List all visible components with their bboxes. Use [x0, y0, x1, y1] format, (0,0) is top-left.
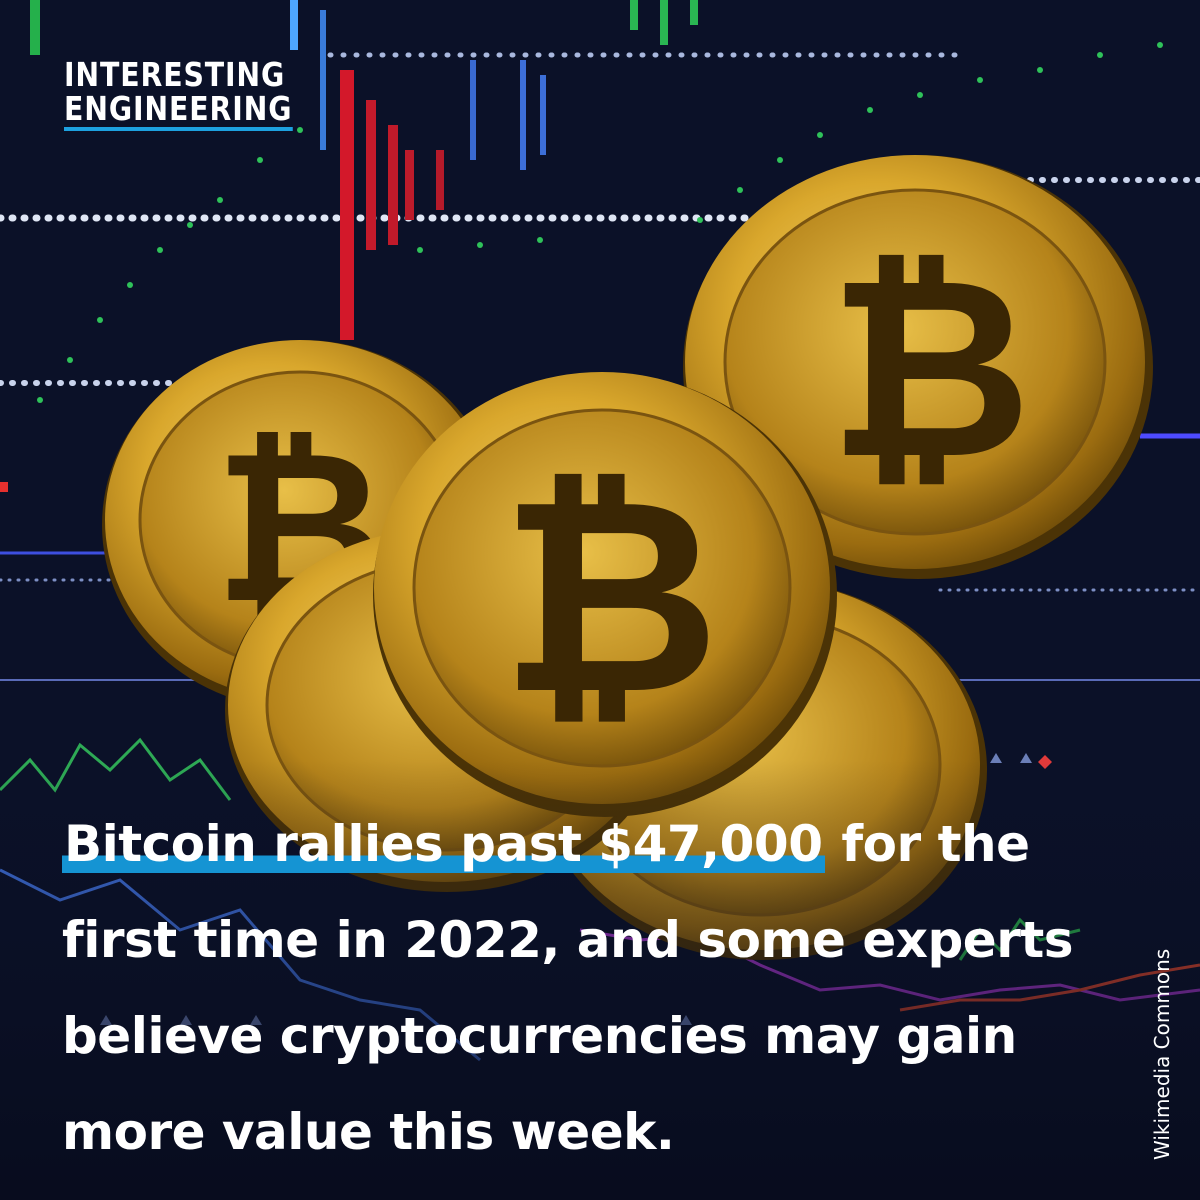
chart-dotted-lines: [0, 52, 1200, 592]
bitcoin-symbol-icon: ₿: [500, 439, 720, 754]
headline-rest: for the first time in 2022, and some exp…: [62, 815, 1074, 1161]
headline: Bitcoin rallies past $47,000 for the fir…: [62, 796, 1132, 1180]
chart-candles: [0, 0, 698, 492]
bitcoin-symbol-icon: ₿: [828, 223, 1032, 514]
chart-trend-dots: [37, 42, 1163, 403]
headline-highlight: Bitcoin rallies past $47,000: [62, 815, 825, 873]
photo-credit: Wikimedia Commons: [1150, 948, 1174, 1160]
brand-logo-line1: INTERESTING: [64, 55, 286, 94]
coin-back-right: ₿: [683, 155, 1153, 579]
coin-front-center: ₿: [373, 372, 837, 817]
brand-logo-line2: ENGINEERING: [64, 92, 293, 131]
brand-logo: INTERESTING ENGINEERING: [64, 55, 293, 131]
